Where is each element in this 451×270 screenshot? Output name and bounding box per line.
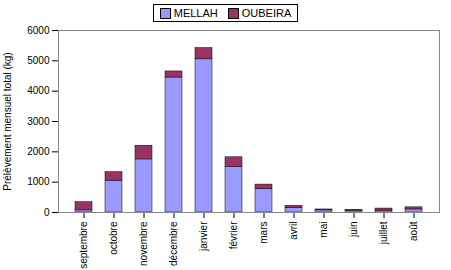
svg-text:février: février (228, 221, 239, 249)
html-text:MELLAH: MELLAH (173, 7, 218, 19)
svg-text:0: 0 (44, 207, 50, 218)
svg-text:avril: avril (288, 222, 299, 240)
svg-text:juin: juin (348, 222, 359, 239)
svg-text:novembre: novembre (138, 221, 149, 266)
svg-text:juillet: juillet (378, 221, 389, 245)
svg-text:2000: 2000 (27, 146, 50, 157)
svg-text:1000: 1000 (27, 176, 50, 187)
svg-text:mars: mars (258, 222, 269, 244)
svg-text:6000: 6000 (27, 25, 50, 36)
svg-text:Prélèvement mensuel total (kg): Prélèvement mensuel total (kg) (2, 52, 13, 190)
svg-text:décembre: décembre (168, 221, 179, 266)
html-text:OUBEIRA: OUBEIRA (241, 7, 292, 19)
svg-text:4000: 4000 (27, 85, 50, 96)
svg-text:janvier: janvier (198, 221, 209, 252)
svg-text:octobre: octobre (108, 221, 119, 255)
svg-text:mai: mai (318, 222, 329, 238)
svg-text:3000: 3000 (27, 116, 50, 127)
svg-text:septembre: septembre (78, 221, 89, 269)
svg-text:août: août (408, 221, 419, 241)
svg-text:5000: 5000 (27, 55, 50, 66)
